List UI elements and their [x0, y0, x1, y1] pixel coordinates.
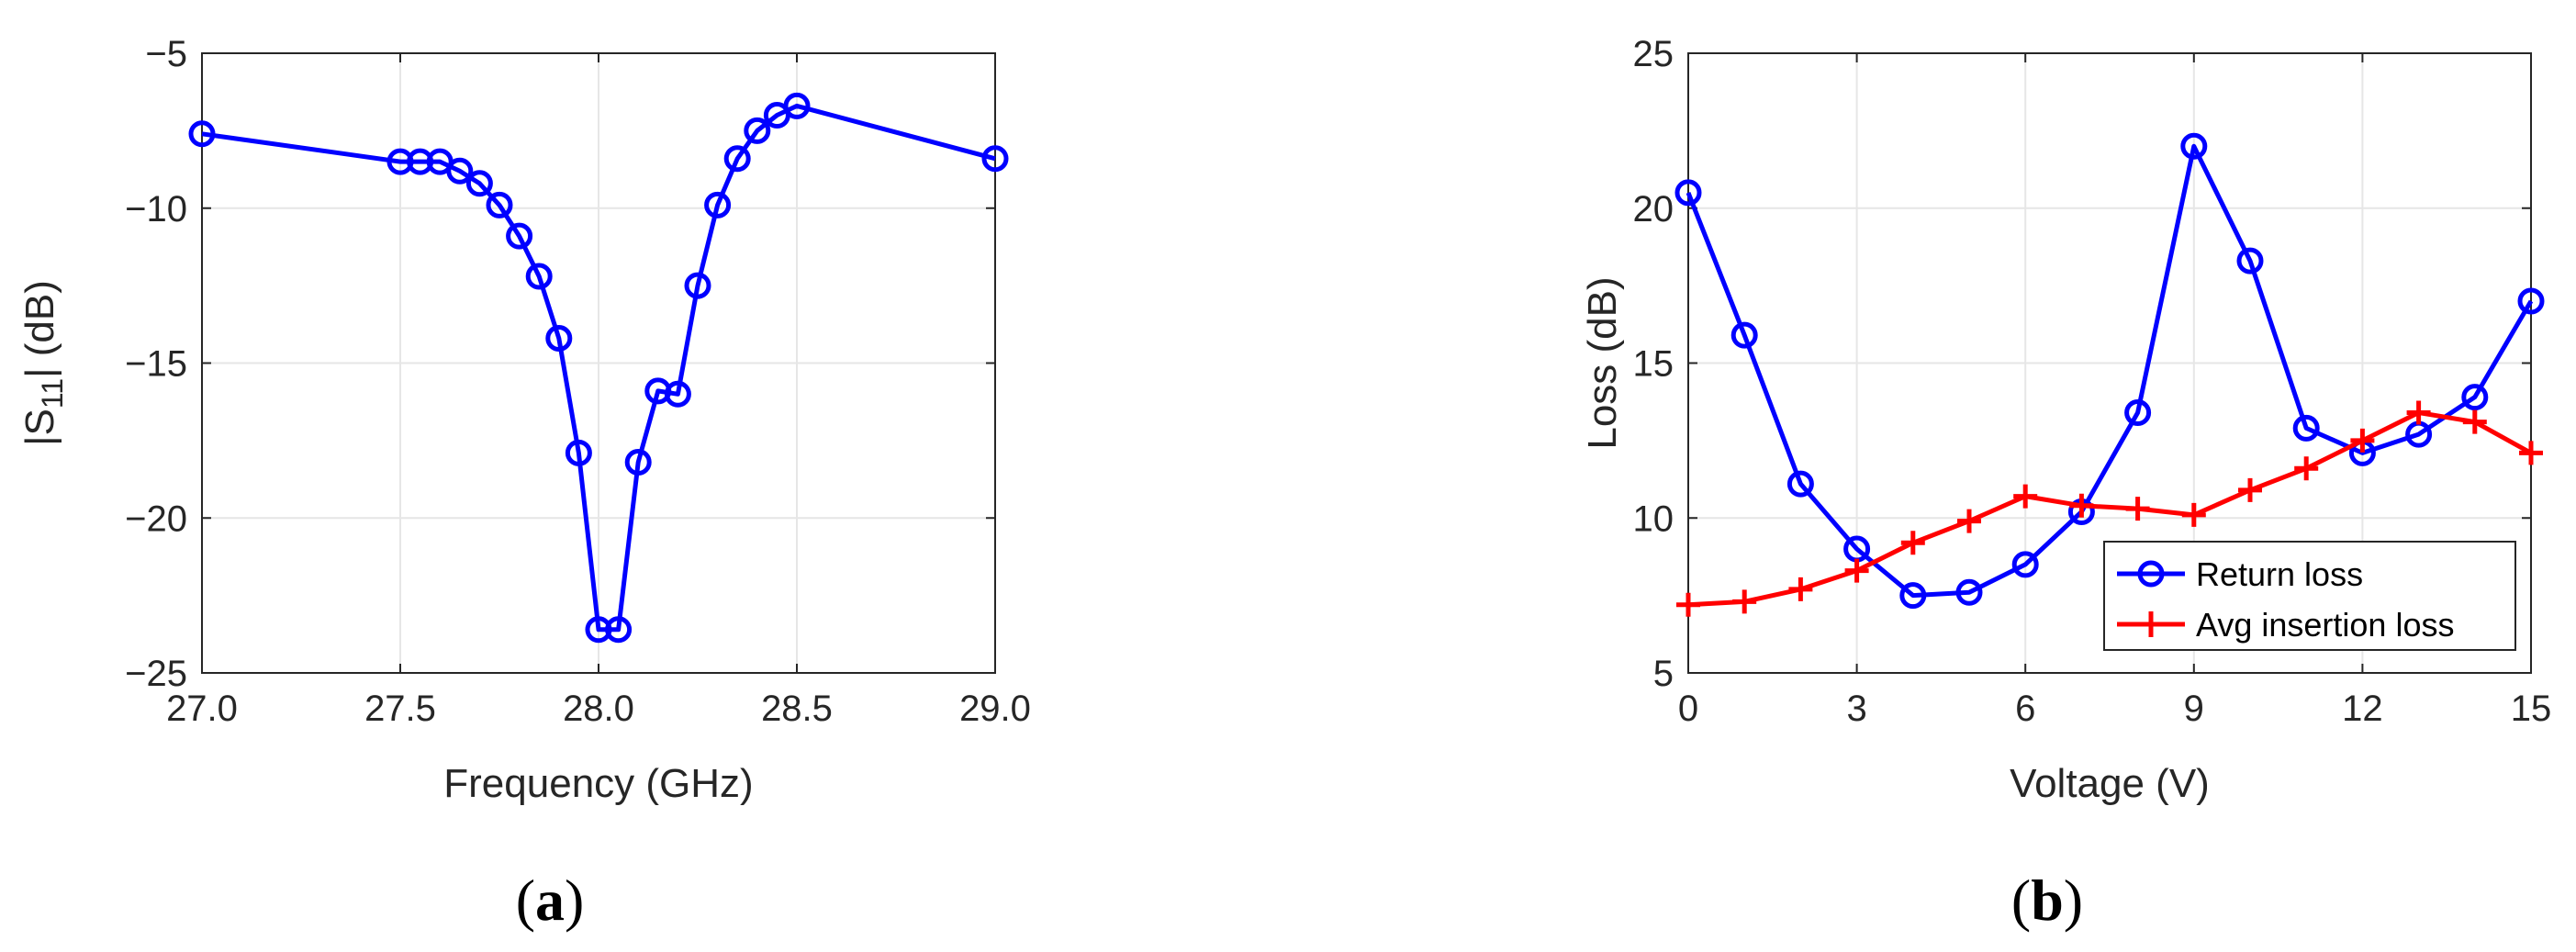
y-tick-label: 5 — [1653, 654, 1674, 694]
data-point-circle — [605, 616, 633, 644]
data-point-circle — [1899, 582, 1927, 610]
data-point-plus — [2519, 441, 2543, 465]
chart-b-legend: Return loss Avg insertion loss — [2103, 541, 2516, 651]
data-point-plus — [1788, 577, 1813, 601]
chart-b-xlabel: Voltage (V) — [2010, 761, 2210, 806]
chart-a-ylabel-prefix: |S — [17, 409, 62, 446]
panel-a-label-open: ( — [516, 868, 535, 933]
x-tick-label: 12 — [2342, 689, 2383, 729]
legend-box — [2103, 541, 2516, 651]
data-point-plus — [2294, 456, 2319, 481]
data-point-plus — [1900, 531, 1925, 555]
y-tick-label: −15 — [125, 344, 187, 385]
data-point-circle — [704, 191, 732, 218]
panel-b-label-open: ( — [2011, 868, 2031, 933]
data-point-circle — [1786, 470, 1814, 498]
data-point-circle — [486, 191, 513, 218]
data-point-circle — [2517, 287, 2545, 315]
data-point-circle — [684, 272, 711, 299]
chart-b-series — [1674, 132, 2545, 617]
data-point-circle — [506, 222, 533, 250]
y-tick-label: −5 — [145, 34, 187, 74]
chart-b-ticks: 0 3 6 9 12 15 5 10 15 20 25 — [1633, 34, 2552, 729]
data-point-circle — [664, 380, 691, 408]
y-tick-label: −10 — [125, 189, 187, 230]
series-line-0 — [1686, 143, 2534, 599]
x-tick-label: 28.5 — [761, 689, 833, 729]
x-tick-label: 0 — [1678, 689, 1698, 729]
x-tick-label: 28.0 — [563, 689, 634, 729]
y-tick-label: −25 — [125, 654, 187, 694]
panel-a-label: (a) — [516, 868, 585, 933]
data-point-plus — [2181, 502, 2206, 527]
panel-b-label: (b) — [2011, 868, 2083, 933]
data-point-circle — [1674, 179, 1702, 207]
data-point-circle — [188, 120, 216, 148]
data-point-circle — [981, 145, 1009, 173]
chart-a-series — [188, 92, 1009, 644]
data-point-plus — [2125, 497, 2150, 521]
chart-b-ylabel: Loss (dB) — [1580, 276, 1625, 449]
legend-return-loss-marker — [2137, 560, 2165, 588]
data-point-plus — [2406, 400, 2431, 425]
x-tick-label: 3 — [1846, 689, 1866, 729]
x-tick-label: 27.5 — [364, 689, 436, 729]
data-point-plus — [2069, 493, 2094, 518]
chart-a-ylabel-suffix: | (dB) — [17, 280, 62, 378]
panel-a-label-close: ) — [565, 868, 584, 933]
data-point-circle — [1730, 321, 1758, 349]
data-point-circle — [2236, 247, 2264, 274]
data-point-plus — [1957, 509, 1981, 533]
data-point-plus — [2462, 409, 2487, 434]
data-point-circle — [2180, 132, 2208, 160]
chart-a-xlabel: Frequency (GHz) — [443, 761, 753, 806]
data-point-circle — [624, 449, 652, 476]
x-tick-label: 27.0 — [166, 689, 238, 729]
chart-a-grid — [201, 52, 996, 674]
y-tick-label: 25 — [1633, 34, 1674, 74]
x-tick-label: 6 — [2015, 689, 2035, 729]
legend-return-loss-label: Return loss — [2196, 555, 2363, 593]
legend-insertion-loss-label: Avg insertion loss — [2196, 606, 2454, 644]
data-point-plus — [2238, 477, 2262, 502]
data-point-circle — [545, 325, 573, 352]
chart-a: 27.0 27.5 28.0 28.5 29.0 −25 −20 −15 −10 −5 Frequ… — [17, 34, 1031, 933]
data-point-circle — [446, 157, 474, 185]
data-point-circle — [2461, 384, 2489, 411]
series-line-1 — [1687, 410, 2533, 608]
y-tick-label: 20 — [1633, 189, 1674, 230]
panel-b-label-letter: b — [2031, 868, 2064, 933]
y-tick-label: 10 — [1633, 498, 1674, 539]
data-point-circle — [1955, 578, 1983, 606]
data-point-circle — [525, 263, 553, 290]
chart-a-ylabel: |S11| (dB) — [17, 280, 69, 446]
data-point-circle — [2292, 414, 2320, 442]
data-point-circle — [783, 92, 811, 119]
data-point-plus — [2350, 428, 2375, 453]
data-point-circle — [565, 439, 592, 466]
data-point-plus — [1732, 589, 1757, 614]
data-point-circle — [723, 145, 751, 173]
x-tick-label: 29.0 — [959, 689, 1031, 729]
chart-a-ylabel-sub: 11 — [36, 378, 69, 409]
data-point-circle — [2011, 551, 2039, 578]
data-point-circle — [2124, 399, 2152, 426]
x-tick-label: 9 — [2184, 689, 2204, 729]
y-tick-label: 15 — [1633, 344, 1674, 385]
legend-insertion-loss-marker — [2138, 611, 2164, 637]
data-point-plus — [1676, 592, 1700, 617]
x-tick-label: 15 — [2511, 689, 2552, 729]
panel-b-label-close: ) — [2064, 868, 2083, 933]
data-point-plus — [2013, 484, 2038, 509]
data-point-plus — [1844, 558, 1869, 583]
panel-a-label-letter: a — [535, 868, 565, 933]
data-point-circle — [465, 170, 493, 197]
chart-a-ticks: 27.0 27.5 28.0 28.5 29.0 −25 −20 −15 −10 −5 — [125, 34, 1031, 729]
y-tick-label: −20 — [125, 498, 187, 539]
data-point-circle — [744, 117, 771, 144]
